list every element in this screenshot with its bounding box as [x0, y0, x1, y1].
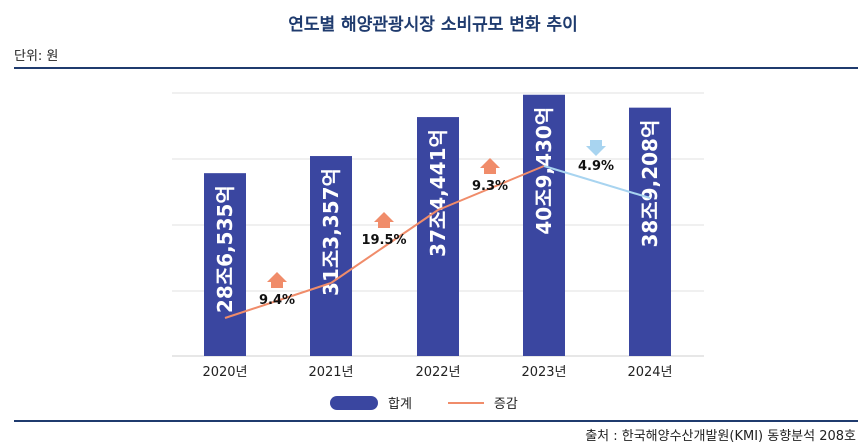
change-label: 9.4% — [259, 293, 295, 308]
bar-2023년 — [523, 94, 565, 357]
top-divider — [14, 67, 858, 69]
up-arrow-icon — [267, 272, 287, 288]
bar-2021년 — [310, 156, 352, 356]
category-label: 2023년 — [521, 365, 566, 380]
category-label: 2022년 — [415, 365, 460, 380]
up-arrow-icon — [480, 158, 500, 174]
bar-2024년 — [629, 107, 671, 357]
category-label: 2020년 — [202, 365, 247, 380]
change-label: 4.9% — [578, 159, 614, 174]
change-label: 19.5% — [361, 233, 406, 248]
legend-bar-swatch — [330, 395, 378, 410]
legend: 합계 증감 — [330, 393, 518, 412]
trend-line-segment — [437, 165, 545, 211]
chart-canvas: 28조6,535억 2020년 31조3,357억 2021년 37조4,441억 202… — [172, 92, 704, 380]
chart-title: 연도별 해양관광시장 소비규모 변화 추이 — [288, 15, 578, 35]
legend-line-swatch — [447, 401, 484, 404]
up-arrow-icon — [374, 212, 394, 228]
unit-label: 단위: 원 — [14, 49, 59, 64]
category-label: 2021년 — [308, 365, 353, 380]
bar-value-label: 37조4,441억 — [426, 129, 450, 257]
bar-2020년 — [204, 173, 246, 356]
trend-line-segment — [330, 209, 439, 284]
trend-line-segment — [224, 282, 332, 319]
legend-bar-label: 합계 — [388, 397, 412, 412]
bar-value-label: 40조9,430억 — [532, 107, 556, 235]
trend-line-segment — [543, 165, 651, 199]
down-arrow-icon — [586, 140, 606, 156]
bar-2022년 — [417, 117, 459, 356]
bar-value-label: 28조6,535억 — [213, 185, 237, 313]
category-label: 2024년 — [627, 365, 672, 380]
bar-value-label: 31조3,357억 — [319, 168, 343, 296]
legend-line-label: 증감 — [493, 397, 518, 412]
source-note: 출처 : 한국해양수산개발원(KMI) 동향분석 208호 — [585, 429, 856, 444]
bottom-divider — [14, 420, 858, 422]
bar-value-label: 38조9,208억 — [638, 120, 662, 248]
change-label: 9.3% — [472, 179, 508, 194]
